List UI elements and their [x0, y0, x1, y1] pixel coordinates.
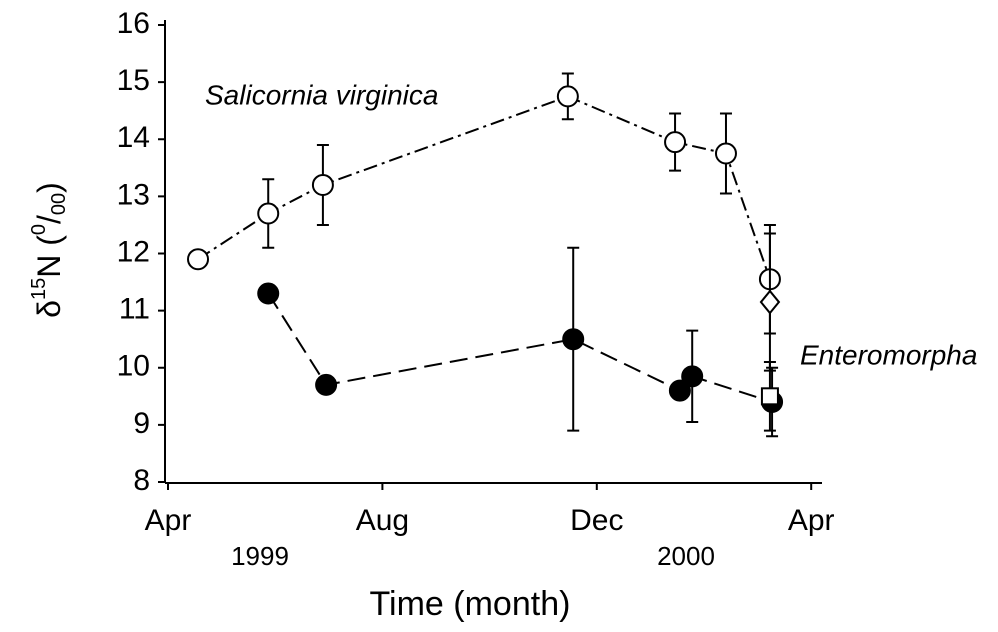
- x-tick-label: Apr: [145, 504, 192, 537]
- y-tick-label: 8: [133, 464, 150, 497]
- y-axis-label: δ15N (0/00): [28, 182, 70, 318]
- series-label: Salicornia virginica: [205, 79, 438, 110]
- y-tick-label: 15: [117, 64, 150, 97]
- y-tick-label: 12: [117, 235, 150, 268]
- x-axis-label: Time (month): [370, 585, 571, 623]
- y-label-part: 00: [48, 193, 70, 215]
- marker: [556, 85, 579, 108]
- marker: [562, 328, 585, 351]
- marker: [257, 202, 280, 225]
- y-tick-label: 9: [133, 407, 150, 440]
- y-label-part: 0: [28, 224, 50, 235]
- y-label-part: δ: [31, 300, 67, 318]
- y-tick-label: 16: [117, 7, 150, 40]
- y-tick-label: 14: [117, 121, 150, 154]
- y-label-part: N (: [31, 235, 67, 278]
- marker: [668, 379, 691, 402]
- y-tick-label: 11: [119, 293, 150, 326]
- marker: [681, 365, 704, 388]
- series-line: [267, 292, 773, 403]
- x-tick-label: Aug: [356, 504, 409, 537]
- y-tick-label: 10: [117, 350, 150, 383]
- marker: [664, 131, 687, 154]
- series-line: [197, 95, 771, 280]
- year-label: 2000: [657, 541, 715, 571]
- y-label-part: /: [31, 215, 67, 224]
- marker: [760, 387, 779, 406]
- x-tick-label: Apr: [788, 504, 835, 537]
- marker: [714, 142, 737, 165]
- y-tick-label: 13: [117, 178, 150, 211]
- x-tick-label: Dec: [570, 504, 623, 537]
- year-label: 1999: [231, 541, 289, 571]
- y-label-part: ): [31, 182, 67, 193]
- y-label-part: 15: [28, 278, 50, 300]
- marker: [311, 173, 334, 196]
- marker: [187, 248, 210, 271]
- marker: [257, 282, 280, 305]
- series-label: Enteromorpha: [800, 339, 977, 370]
- marker: [759, 289, 781, 315]
- marker: [315, 373, 338, 396]
